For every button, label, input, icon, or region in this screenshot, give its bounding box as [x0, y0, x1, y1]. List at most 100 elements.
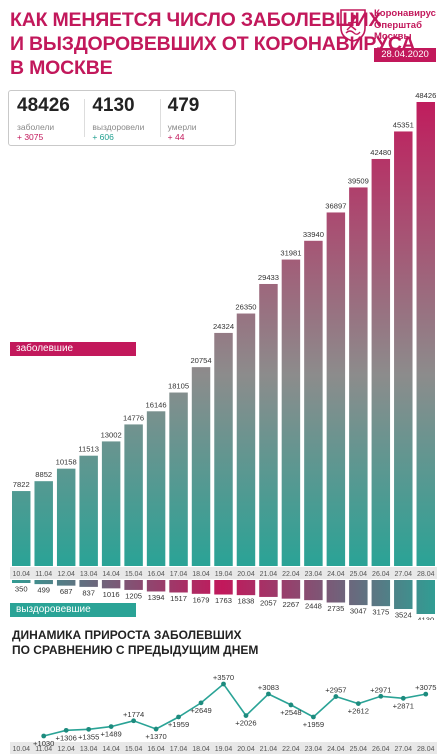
dynamics-point	[288, 702, 294, 708]
date-tick-label: 25.04	[350, 571, 368, 578]
sick-value-label: 24324	[213, 322, 234, 331]
sick-bar	[281, 259, 301, 566]
sick-bar	[326, 212, 346, 566]
dynamics-point	[131, 718, 137, 724]
sick-bar	[12, 491, 31, 566]
recovered-value-label: 1517	[170, 594, 187, 603]
dynamics-value-label: +1370	[145, 732, 166, 741]
recovered-bar	[101, 580, 121, 589]
dyn-date-tick-label: 17.04	[170, 746, 188, 753]
recovered-bar	[12, 580, 31, 583]
recovered-value-label: 1394	[148, 593, 165, 602]
date-tick-label: 26.04	[372, 571, 390, 578]
date-tick-label: 21.04	[260, 571, 278, 578]
sick-bar	[259, 283, 278, 566]
sick-bar	[371, 158, 391, 567]
title-line-1: КАК МЕНЯЕТСЯ ЧИСЛО ЗАБОЛЕВШИХ	[10, 9, 382, 31]
dynamics-value-label: +1959	[303, 720, 324, 729]
date-tick-label: 13.04	[80, 571, 98, 578]
dynamics-value-label: +2548	[280, 708, 301, 717]
dynamics-point	[108, 724, 114, 730]
recovered-value-label: 499	[37, 586, 50, 595]
stat-died-increment: + 44	[167, 132, 185, 142]
recovered-value-label: 3175	[372, 608, 389, 617]
recovered-bar	[349, 580, 368, 606]
recovered-value-label: 2448	[305, 602, 322, 611]
sick-value-label: 11513	[78, 445, 99, 454]
stats-panel: 48426 заболели + 3075 4130 выздоровели +…	[8, 90, 236, 146]
dyn-date-tick-label: 14.04	[102, 746, 120, 753]
title-line-2: И ВЫЗДОРОВЕВШИХ ОТ КОРОНАВИРУСА	[10, 33, 416, 55]
org-line-2: Оперштаб	[374, 19, 422, 31]
stat-sick: 48426 заболели + 3075	[9, 91, 84, 145]
sick-value-label: 8852	[35, 470, 52, 479]
dynamics-value-label: +3083	[258, 683, 279, 692]
recovered-bar	[281, 580, 301, 599]
date-tick-label: 27.04	[395, 571, 413, 578]
sick-value-label: 42480	[370, 148, 391, 157]
stat-died-value: 479	[167, 95, 200, 116]
dynamics-value-label: +1306	[56, 733, 77, 742]
sick-value-label: 39509	[348, 176, 369, 185]
dynamics-value-label: +3570	[213, 673, 234, 682]
recovered-value-label: 837	[82, 588, 95, 597]
dyn-date-tick-label: 25.04	[350, 746, 368, 753]
recovered-value-label: 1016	[103, 590, 120, 599]
stat-recovered-label: выздоровели	[92, 122, 145, 132]
recovered-bar	[34, 580, 53, 585]
dynamics-value-label: +2971	[370, 685, 391, 694]
sick-value-label: 45351	[393, 120, 414, 129]
date-tick-label: 14.04	[102, 571, 120, 578]
recovered-bar	[124, 580, 143, 590]
dynamics-value-label: +2649	[190, 706, 211, 715]
cases-bar-chart: 7822 10.04 350 8852 11.04 499 10158 12.04 687 115…	[10, 91, 437, 620]
recovered-value-label: 1205	[125, 591, 142, 600]
date-tick-label: 11.04	[35, 571, 52, 578]
sick-value-label: 33940	[303, 230, 324, 239]
sick-bar	[124, 424, 143, 566]
recovered-value-label: 687	[60, 587, 73, 596]
dynamics-series-line	[43, 682, 426, 737]
dynamics-point	[266, 691, 271, 697]
dynamics-point	[153, 726, 159, 732]
sick-value-label: 29433	[258, 273, 279, 282]
dynamics-point	[41, 733, 47, 739]
stat-died: 479 умерли + 44	[159, 91, 235, 145]
sick-bar	[236, 313, 256, 566]
sick-bar	[394, 131, 413, 567]
dynamics-value-label: +2957	[325, 686, 346, 695]
dyn-date-tick-label: 16.04	[147, 746, 165, 753]
recovered-bar	[236, 580, 256, 596]
sick-value-label: 10158	[56, 458, 77, 467]
date-tick-label: 23.04	[305, 571, 323, 578]
moscow-coat-of-arms-icon	[338, 8, 368, 42]
recovered-value-label: 1763	[215, 596, 232, 605]
recovered-value-label: 350	[15, 585, 28, 594]
sick-bar	[101, 441, 121, 566]
date-tick-label: 17.04	[170, 571, 188, 578]
dynamics-value-label: +3075	[415, 683, 436, 692]
sick-bar	[214, 332, 233, 566]
dynamics-point	[198, 700, 204, 706]
dynamics-point	[310, 714, 316, 720]
recovered-bar	[304, 580, 323, 601]
sick-bar	[169, 392, 188, 566]
sick-bar	[191, 367, 211, 566]
dyn-date-tick-label: 27.04	[395, 746, 413, 753]
dynamics-value-label: +1355	[78, 732, 99, 741]
date-tick-label: 16.04	[147, 571, 165, 578]
dynamics-value-label: +1959	[168, 720, 189, 729]
dynamics-point	[243, 713, 249, 719]
dynamics-point	[86, 726, 92, 732]
stat-recovered-increment: + 606	[92, 132, 114, 142]
dynamics-point	[63, 727, 69, 733]
dynamics-point	[221, 681, 226, 687]
dynamics-title-line-2: ПО СРАВНЕНИЮ С ПРЕДЫДУЩИМ ДНЕМ	[12, 643, 259, 657]
dynamics-point	[400, 695, 406, 701]
recovered-bar	[259, 580, 278, 597]
dynamics-value-label: +1489	[100, 730, 121, 739]
sick-value-label: 20754	[190, 356, 211, 365]
recovered-bar	[79, 580, 98, 587]
date-strip	[10, 567, 437, 579]
dyn-date-tick-label: 15.04	[125, 746, 143, 753]
